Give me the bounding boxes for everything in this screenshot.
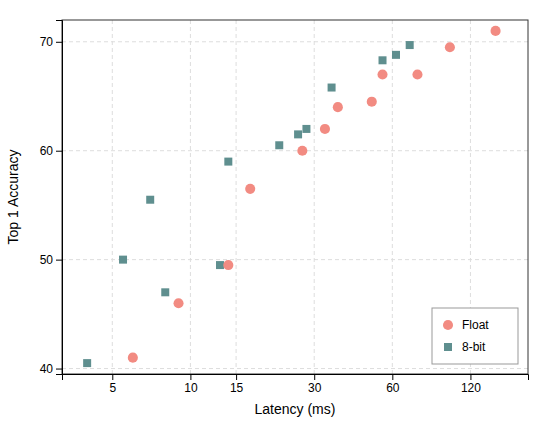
point [377, 69, 387, 79]
y-tick-label: 60 [40, 144, 54, 158]
legend-label: Float [462, 318, 489, 332]
grid-line-x [392, 20, 393, 374]
point [392, 51, 400, 59]
y-tick-label: 70 [40, 35, 54, 49]
x-tick-mark [392, 374, 393, 380]
point [216, 261, 224, 269]
grid [62, 20, 528, 374]
grid-line-x [112, 20, 113, 374]
grid-line-x [236, 20, 237, 374]
point [445, 42, 455, 52]
point [245, 184, 255, 194]
y-tick-mark [56, 151, 62, 152]
x-tick-label: 10 [184, 381, 198, 395]
x-axis-line [63, 375, 529, 381]
grid-line-y [62, 150, 528, 151]
x-tick: 120 [461, 374, 481, 395]
x-tick-label: 30 [308, 381, 322, 395]
x-tick: 5 [109, 374, 116, 395]
point [119, 256, 127, 264]
x-axis-title: Latency (ms) [255, 401, 336, 417]
point [379, 56, 387, 64]
y-tick-mark [56, 42, 62, 43]
point [275, 141, 283, 149]
point [333, 102, 343, 112]
point [173, 298, 183, 308]
y-axis: 40 50 60 70 [40, 21, 63, 376]
x-axis: 5 10 15 30 60 120 [63, 374, 529, 395]
legend: Float 8-bit [432, 308, 518, 364]
grid-line-y [62, 259, 528, 260]
legend-box [432, 308, 518, 364]
point [297, 146, 307, 156]
x-tick-mark [236, 374, 237, 380]
y-tick: 60 [40, 144, 62, 158]
grid-line-y [62, 368, 528, 369]
point [302, 125, 310, 133]
series [83, 41, 414, 367]
y-tick: 40 [40, 362, 62, 376]
x-tick-mark [470, 374, 471, 380]
grid-line-y [62, 41, 528, 42]
x-tick-label: 60 [386, 381, 400, 395]
x-tick: 60 [386, 374, 400, 395]
point [367, 97, 377, 107]
point [412, 69, 422, 79]
point [161, 288, 169, 296]
y-tick-label: 40 [40, 362, 54, 376]
point [224, 158, 232, 166]
plot-area: 5 10 15 30 60 120 40 50 60 70 Float 8-bit [40, 20, 529, 395]
y-tick-mark [56, 369, 62, 370]
x-tick-mark [112, 374, 113, 380]
y-tick-mark [56, 260, 62, 261]
x-tick-label: 15 [230, 381, 244, 395]
point [328, 84, 336, 92]
y-tick: 70 [40, 35, 62, 49]
x-tick: 30 [308, 374, 322, 395]
point [146, 196, 154, 204]
point [128, 353, 138, 363]
legend-swatch [444, 343, 452, 351]
y-tick: 50 [40, 253, 62, 267]
legend-swatch [443, 320, 453, 330]
x-tick-mark [190, 374, 191, 380]
point [83, 359, 91, 367]
x-tick-label: 5 [109, 381, 116, 395]
x-tick: 15 [230, 374, 244, 395]
plot-frame [62, 20, 528, 374]
legend-label: 8-bit [462, 340, 486, 354]
y-axis-line [56, 21, 63, 375]
point [320, 124, 330, 134]
point [223, 260, 233, 270]
x-tick-mark [314, 374, 315, 380]
point [294, 130, 302, 138]
x-tick: 10 [184, 374, 198, 395]
x-tick-label: 120 [461, 381, 481, 395]
point [491, 26, 501, 36]
point [406, 41, 414, 49]
grid-line-x [314, 20, 315, 374]
y-axis-title: Top 1 Accuracy [5, 150, 21, 245]
grid-line-x [190, 20, 191, 374]
y-tick-label: 50 [40, 253, 54, 267]
chart: 5 10 15 30 60 120 40 50 60 70 Float 8-bit Latency (m… [0, 0, 548, 426]
